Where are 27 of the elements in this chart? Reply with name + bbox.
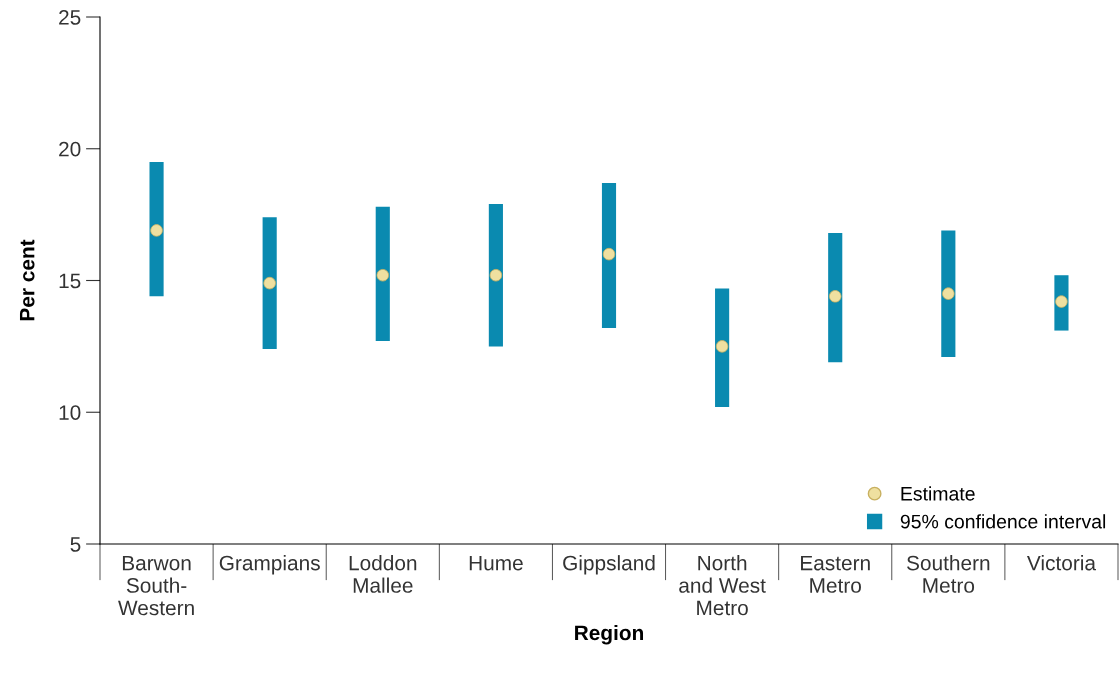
bar [1054, 275, 1069, 331]
x-tick-label: Hume [469, 555, 523, 571]
bar [262, 217, 277, 350]
bar [828, 233, 843, 363]
y-tick-label: 25 [59, 10, 81, 25]
y-tick-label: 15 [59, 273, 81, 289]
x-tick-label: North and West Metro [679, 555, 766, 616]
bar [601, 183, 617, 328]
x-axis-title: Region [575, 624, 644, 645]
x-tick-label: Eastern Metro [801, 555, 870, 593]
y-tick-label: 20 [59, 141, 81, 157]
bar [941, 230, 956, 357]
bar [715, 288, 730, 407]
y-axis-title: Per cent [19, 239, 35, 321]
legend-label: 95% confidence interval [900, 514, 1106, 529]
y-tick-label: 10 [59, 405, 81, 420]
legend-label: Estimate [901, 486, 975, 501]
x-tick-label: Gippsland [563, 555, 655, 575]
y-tick-label: 5 [70, 537, 81, 552]
bar [375, 206, 390, 342]
x-tick-label: Barwon South- Western [118, 555, 194, 616]
bar [488, 204, 503, 347]
x-tick-label: Southern Metro [907, 555, 990, 593]
bar [149, 161, 164, 297]
x-tick-label: Loddon Mallee [349, 555, 417, 593]
x-tick-label: Victoria [1026, 555, 1096, 571]
x-tick-label: Grampians [219, 555, 320, 575]
